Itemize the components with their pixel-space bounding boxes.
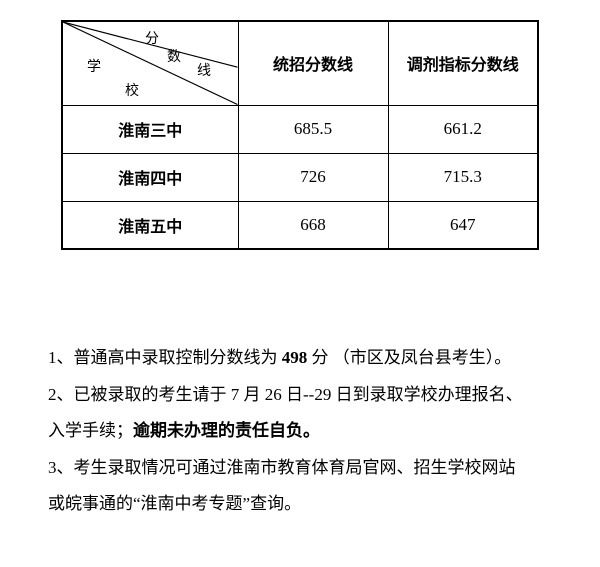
- diag-label-fen: 分: [145, 28, 159, 48]
- note-1: 1、普通高中录取控制分数线为 498 分 （市区及凤台县考生）。: [48, 340, 552, 377]
- score-table-container: 分 数 线 学 校 统招分数线 调剂指标分数线 淮南三中 685.5 661.2…: [48, 20, 552, 250]
- score-tiaoji: 661.2: [388, 105, 538, 153]
- table-row: 淮南三中 685.5 661.2: [62, 105, 538, 153]
- table-body: 淮南三中 685.5 661.2 淮南四中 726 715.3 淮南五中 668…: [62, 105, 538, 249]
- diagonal-header-cell: 分 数 线 学 校: [62, 21, 238, 105]
- table-header-row: 分 数 线 学 校 统招分数线 调剂指标分数线: [62, 21, 538, 105]
- school-name: 淮南三中: [62, 105, 238, 153]
- note-2-line1: 2、已被录取的考生请于 7 月 26 日--29 日到录取学校办理报名、: [48, 377, 552, 414]
- note-2-line2: 入学手续；逾期未办理的责任自负。: [48, 413, 552, 450]
- score-tiaoji: 715.3: [388, 153, 538, 201]
- table-row: 淮南五中 668 647: [62, 201, 538, 249]
- diag-label-shu: 数: [167, 46, 181, 66]
- note-2-bold: 逾期未办理的责任自负。: [133, 421, 320, 440]
- diag-label-xue: 学: [87, 56, 101, 76]
- note-1-score: 498: [282, 348, 312, 367]
- diag-label-xiao: 校: [125, 80, 139, 100]
- note-3-line2: 或皖事通的“淮南中考专题”查询。: [48, 486, 552, 523]
- diag-label-xian: 线: [197, 60, 211, 80]
- header-tongzhao: 统招分数线: [238, 21, 388, 105]
- score-tongzhao: 685.5: [238, 105, 388, 153]
- score-tongzhao: 726: [238, 153, 388, 201]
- note-1-text-c: 分 （市区及凤台县考生）。: [312, 348, 512, 367]
- score-table: 分 数 线 学 校 统招分数线 调剂指标分数线 淮南三中 685.5 661.2…: [61, 20, 539, 250]
- table-row: 淮南四中 726 715.3: [62, 153, 538, 201]
- note-3-line1: 3、考生录取情况可通过淮南市教育体育局官网、招生学校网站: [48, 450, 552, 487]
- score-tongzhao: 668: [238, 201, 388, 249]
- note-2-text-b: 入学手续；: [48, 421, 133, 440]
- header-tiaoji: 调剂指标分数线: [388, 21, 538, 105]
- score-tiaoji: 647: [388, 201, 538, 249]
- note-1-text-a: 1、普通高中录取控制分数线为: [48, 348, 282, 367]
- notes-section: 1、普通高中录取控制分数线为 498 分 （市区及凤台县考生）。 2、已被录取的…: [48, 340, 552, 523]
- school-name: 淮南五中: [62, 201, 238, 249]
- school-name: 淮南四中: [62, 153, 238, 201]
